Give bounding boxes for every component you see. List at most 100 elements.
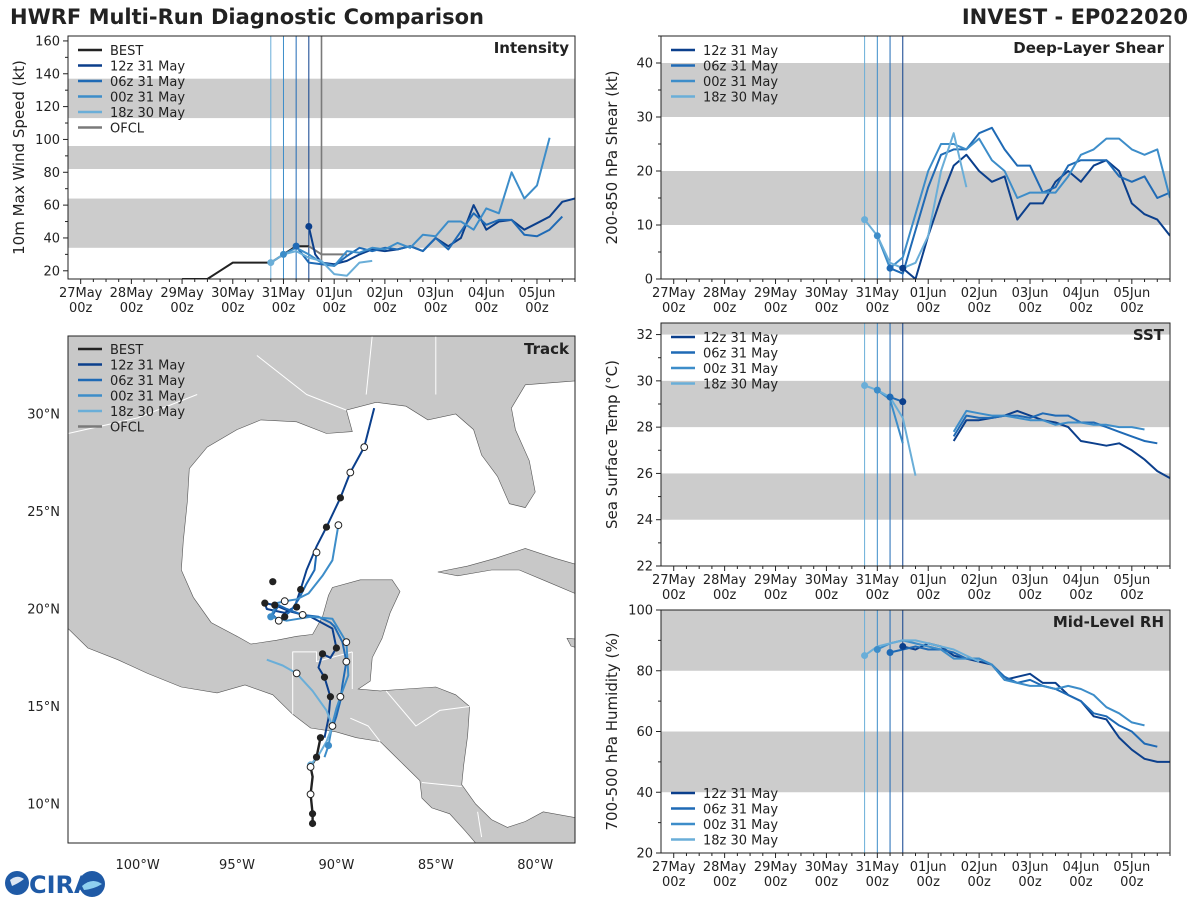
rh-shaded-band bbox=[661, 731, 1170, 793]
shear-xtick-label: 27May bbox=[652, 286, 696, 301]
country-border bbox=[292, 651, 353, 715]
sst-xtick-label: 00z bbox=[1018, 588, 1042, 603]
shear-xtick-label: 30May bbox=[805, 286, 849, 301]
track-series-18z-30-may bbox=[266, 658, 334, 766]
intensity-series-00z-31-may bbox=[283, 137, 551, 267]
rh-xtick-label: 00z bbox=[1018, 875, 1042, 890]
track-xtick-label: 95°W bbox=[219, 858, 255, 873]
country-border bbox=[365, 336, 373, 395]
track-point-filled-12z-31-may bbox=[318, 650, 327, 658]
shear-xtick-label: 28May bbox=[703, 286, 747, 301]
rh-start-marker-18z-30-may bbox=[861, 652, 869, 660]
sst-xtick-label: 03Jun bbox=[1012, 573, 1049, 588]
sst-xtick-label: 00z bbox=[917, 588, 941, 603]
sst-shaded-band bbox=[661, 473, 1170, 520]
intensity-xtick-label: 00z bbox=[170, 301, 194, 316]
shear-series-12z-31-may bbox=[902, 153, 1170, 279]
shear-start-marker-18z-30-may bbox=[861, 216, 869, 224]
intensity-xtick-label: 00z bbox=[373, 301, 397, 316]
sst-ylabel: Sea Surface Temp (°C) bbox=[603, 360, 621, 529]
sst-ytick-label: 32 bbox=[636, 328, 653, 343]
track-axes-frame bbox=[67, 335, 576, 844]
track-point-hollow-00z-31-may bbox=[280, 597, 289, 606]
country-border bbox=[256, 355, 347, 411]
shear-xtick-label: 04Jun bbox=[1062, 286, 1099, 301]
track-xtick-label: 85°W bbox=[418, 858, 454, 873]
rh-legend-label-00z-31-may: 00z 31 May bbox=[703, 818, 778, 833]
rh-ytick-label: 60 bbox=[636, 725, 653, 740]
sst-legend-label-00z-31-may: 00z 31 May bbox=[703, 362, 778, 377]
rh-xtick-label: 00z bbox=[662, 875, 686, 890]
sst-series-00z-31-may bbox=[952, 409, 1145, 433]
track-point-filled-12z-31-may bbox=[332, 644, 341, 652]
intensity-xtick-label: 00z bbox=[475, 301, 499, 316]
intensity-plot-area bbox=[68, 36, 575, 279]
shear-xtick-label: 00z bbox=[815, 301, 839, 316]
track-point-hollow-06z-31-may bbox=[298, 610, 307, 619]
intensity-start-marker-06z-31-may bbox=[292, 242, 300, 250]
shear-xtick-label: 00z bbox=[866, 301, 890, 316]
sst-xtick-label: 29May bbox=[754, 573, 798, 588]
sst-xtick-label: 00z bbox=[967, 588, 991, 603]
rh-plot-area bbox=[661, 610, 1170, 853]
track-series-00z-31-may bbox=[269, 524, 350, 758]
rh-xtick-label: 00z bbox=[1120, 875, 1144, 890]
sst-ytick-label: 30 bbox=[636, 374, 653, 389]
track-legend-label-06z-31-may: 06z 31 May bbox=[110, 374, 185, 389]
cira-swirl-icon bbox=[10, 876, 24, 886]
track-point-hollow-00z-31-may bbox=[336, 692, 345, 701]
shear-legend-label-00z-31-may: 00z 31 May bbox=[703, 75, 778, 90]
shear-xtick-label: 05Jun bbox=[1113, 286, 1150, 301]
intensity-xtick-label: 00z bbox=[424, 301, 448, 316]
rh-start-marker-06z-31-may bbox=[886, 649, 894, 657]
shear-xtick-label: 00z bbox=[1018, 301, 1042, 316]
track-legend-label-12z-31-may: 12z 31 May bbox=[110, 359, 185, 374]
shear-xtick-label: 01Jun bbox=[910, 286, 947, 301]
intensity-ytick-label: 60 bbox=[43, 199, 60, 214]
rh-xtick-label: 00z bbox=[866, 875, 890, 890]
shear-legend-label-06z-31-may: 06z 31 May bbox=[703, 60, 778, 75]
shear-plot-area bbox=[661, 36, 1170, 279]
shear-xtick-label: 00z bbox=[917, 301, 941, 316]
track-point-hollow-12z-31-may bbox=[360, 443, 369, 452]
track-point-hollow-00z-31-may bbox=[342, 638, 351, 647]
track-point-filled-best bbox=[316, 734, 325, 742]
rh-start-marker-12z-31-may bbox=[899, 642, 907, 650]
track-ytick-label: 15°N bbox=[27, 700, 60, 715]
track-point-filled-best bbox=[308, 810, 317, 818]
track-legend-label-18z-30-may: 18z 30 May bbox=[110, 405, 185, 420]
track-xtick-label: 100°W bbox=[116, 858, 160, 873]
track-point-filled-00z-31-may bbox=[267, 613, 275, 621]
track-point-filled-12z-31-may bbox=[261, 599, 269, 607]
sst-xtick-label: 28May bbox=[703, 573, 747, 588]
shear-shaded-band bbox=[661, 63, 1170, 117]
track-point-filled-12z-31-may bbox=[336, 494, 344, 502]
sst-legend-label-06z-31-may: 06z 31 May bbox=[703, 347, 778, 362]
intensity-ytick-label: 100 bbox=[35, 133, 60, 148]
track-point-filled-best bbox=[312, 753, 321, 761]
shear-series-18z-30-may bbox=[863, 132, 968, 270]
sst-xtick-label: 27May bbox=[652, 573, 696, 588]
intensity-series-18z-30-may bbox=[270, 250, 373, 277]
track-point-hollow-18z-30-may bbox=[292, 669, 301, 678]
sst-xtick-label: 00z bbox=[866, 588, 890, 603]
country-border bbox=[385, 690, 470, 727]
sst-ytick-label: 28 bbox=[636, 421, 653, 436]
intensity-xtick-label: 30May bbox=[211, 286, 255, 301]
sst-legend-label-18z-30-may: 18z 30 May bbox=[703, 378, 778, 393]
rh-ytick-label: 40 bbox=[636, 786, 653, 801]
sst-plot-area bbox=[661, 323, 1170, 566]
shear-ytick-label: 20 bbox=[636, 165, 653, 180]
sst-start-marker-06z-31-may bbox=[886, 393, 894, 401]
intensity-xtick-label: 00z bbox=[272, 301, 296, 316]
intensity-xtick-label: 28May bbox=[110, 286, 154, 301]
intensity-xtick-label: 01Jun bbox=[316, 286, 353, 301]
track-point-filled-12z-31-may bbox=[322, 523, 331, 531]
track-legend-label-00z-31-may: 00z 31 May bbox=[110, 390, 185, 405]
track-point-filled-best bbox=[293, 603, 301, 611]
intensity-xtick-label: 05Jun bbox=[519, 286, 556, 301]
shear-start-marker-12z-31-may bbox=[899, 264, 907, 272]
intensity-legend-label-00z-31-may: 00z 31 May bbox=[110, 91, 185, 106]
shear-xtick-label: 00z bbox=[1069, 301, 1093, 316]
rh-series-00z-31-may bbox=[876, 639, 1145, 727]
